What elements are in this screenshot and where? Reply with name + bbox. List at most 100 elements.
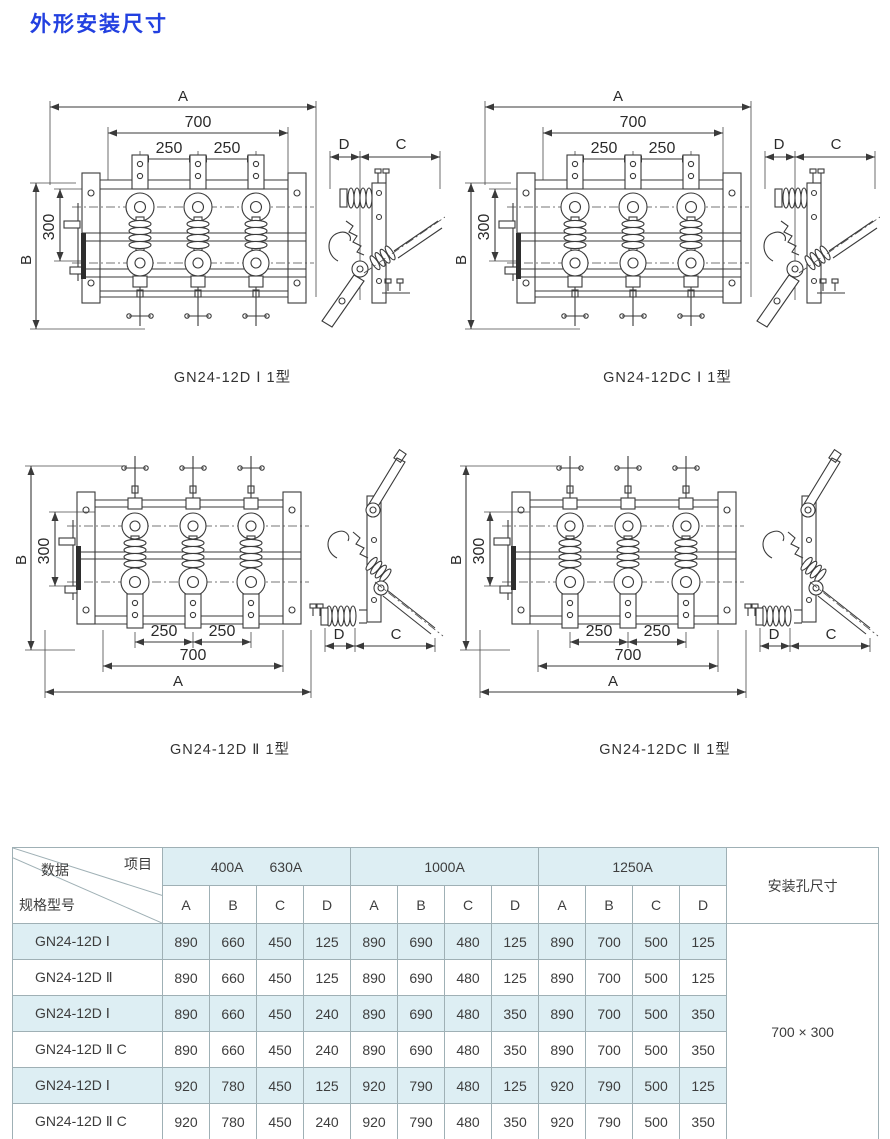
dim-label-c: C	[391, 626, 402, 643]
value-cell: 125	[491, 959, 540, 996]
value-cell: 690	[397, 1031, 446, 1068]
table-row: GN24-12D Ⅱ 890 660 450 125 890 690 480 125 890 700…	[12, 959, 879, 996]
value-cell: 890	[538, 959, 587, 996]
value-cell: 920	[162, 1067, 210, 1104]
dim-label-a: A	[613, 88, 623, 105]
front-view: B 300 250 250 700 A	[15, 455, 312, 698]
dim-label-a: A	[178, 88, 188, 105]
caption-gn24-12d-i-1: GN24-12D Ⅰ 1型	[173, 370, 292, 386]
value-cell: 350	[491, 1103, 540, 1139]
value-cell: 890	[538, 995, 587, 1032]
value-cell: 480	[444, 923, 493, 960]
col-header-c: C	[444, 885, 493, 924]
dim-label-250: 250	[649, 140, 676, 157]
value-cell: 125	[302, 1067, 352, 1104]
dim-label-d: D	[339, 136, 350, 153]
value-cell: 450	[256, 923, 304, 960]
value-cell: 500	[632, 1031, 681, 1068]
dim-label-300: 300	[476, 214, 493, 241]
value-cell: 125	[679, 923, 728, 960]
value-cell: 890	[162, 923, 210, 960]
value-cell: 240	[302, 1031, 352, 1068]
value-cell: 450	[256, 1103, 304, 1139]
corner-label-data: 数据	[41, 862, 69, 878]
value-cell: 240	[302, 1103, 352, 1139]
side-view: D C	[321, 136, 445, 328]
value-cell: 125	[302, 923, 352, 960]
value-cell: 350	[679, 1103, 728, 1139]
front-view: A 700 250 250 B 300	[20, 88, 317, 330]
model-cell: GN24-12D Ⅰ	[12, 995, 163, 1032]
model-cell: GN24-12D Ⅰ	[12, 923, 163, 960]
col-header-b: B	[209, 885, 257, 924]
corner-label-model: 规格型号	[19, 897, 75, 913]
caption-gn24-12dc-ii-1: GN24-12DC Ⅱ 1型	[599, 742, 731, 758]
dim-label-700: 700	[615, 647, 642, 664]
dim-label-300: 300	[471, 538, 488, 565]
value-cell: 480	[444, 995, 493, 1032]
value-cell: 500	[632, 959, 681, 996]
diagram-gn24-12d-i-1: A 700 250 250 B 300	[20, 85, 445, 350]
col-header-c: C	[256, 885, 304, 924]
corner-label-item: 项目	[124, 856, 152, 872]
table-group-header-row: 数据 项目 规格型号 400A 630A 1000A 1250A 安装孔尺寸	[12, 847, 880, 924]
group-label-630a: 630A	[269, 858, 303, 875]
value-cell: 125	[679, 1067, 728, 1104]
dim-label-c: C	[831, 136, 842, 153]
value-cell: 660	[209, 995, 257, 1032]
col-header-d: D	[679, 885, 728, 924]
value-cell: 660	[209, 959, 257, 996]
table-row: GN24-12D Ⅰ 890 660 450 125 890 690 480 125 890 700…	[12, 923, 880, 1139]
value-cell: 240	[302, 995, 352, 1032]
dim-label-a: A	[608, 673, 618, 690]
dim-label-700: 700	[185, 114, 212, 131]
table-row: GN24-12D Ⅱ C 890 660 450 240 890 690 480 350 890 7…	[12, 1031, 879, 1068]
value-cell: 125	[491, 923, 540, 960]
dim-label-d: D	[774, 136, 785, 153]
value-cell: 500	[632, 923, 681, 960]
dim-label-c: C	[396, 136, 407, 153]
dim-label-a: A	[173, 673, 183, 690]
side-view: D C	[756, 136, 880, 328]
value-cell: 700	[585, 995, 634, 1032]
dim-label-300: 300	[36, 538, 53, 565]
group-header-1000: 1000A	[350, 847, 540, 886]
group-label-400a: 400A	[210, 858, 244, 875]
value-cell: 350	[491, 995, 540, 1032]
col-header-d: D	[302, 885, 352, 924]
dim-label-b: B	[20, 255, 35, 265]
value-cell: 500	[632, 1067, 681, 1104]
value-cell: 890	[350, 995, 399, 1032]
dim-label-250: 250	[214, 140, 241, 157]
col-header-b: B	[397, 885, 446, 924]
value-cell: 450	[256, 1067, 304, 1104]
value-cell: 920	[350, 1067, 399, 1104]
value-cell: 125	[491, 1067, 540, 1104]
side-view: D C	[309, 448, 444, 652]
diagram-gn24-12dc-i-1: A 700 250 250 B 300	[455, 85, 880, 350]
value-cell: 480	[444, 1103, 493, 1139]
dim-label-300: 300	[41, 214, 58, 241]
dim-label-250: 250	[151, 623, 178, 640]
value-cell: 920	[162, 1103, 210, 1139]
value-cell: 790	[397, 1067, 446, 1104]
mount-hole-header: 安装孔尺寸	[726, 847, 880, 924]
value-cell: 450	[256, 995, 304, 1032]
value-cell: 700	[585, 959, 634, 996]
diagram-gn24-12d-ii-1: B 300 250 250 700 A	[15, 440, 445, 715]
dim-label-250: 250	[586, 623, 613, 640]
col-header-a: A	[350, 885, 399, 924]
table-row: GN24-12D Ⅱ C 920 780 450 240 920 790 480 350 920 7…	[12, 1103, 879, 1139]
value-cell: 890	[350, 1031, 399, 1068]
value-cell: 700	[585, 923, 634, 960]
value-cell: 450	[256, 959, 304, 996]
value-cell: 500	[632, 995, 681, 1032]
dim-label-250: 250	[209, 623, 236, 640]
dim-label-b: B	[15, 555, 30, 565]
model-cell: GN24-12D Ⅰ	[12, 1067, 163, 1104]
value-cell: 890	[162, 1031, 210, 1068]
corner-header-cell: 数据 项目 规格型号	[12, 847, 163, 924]
